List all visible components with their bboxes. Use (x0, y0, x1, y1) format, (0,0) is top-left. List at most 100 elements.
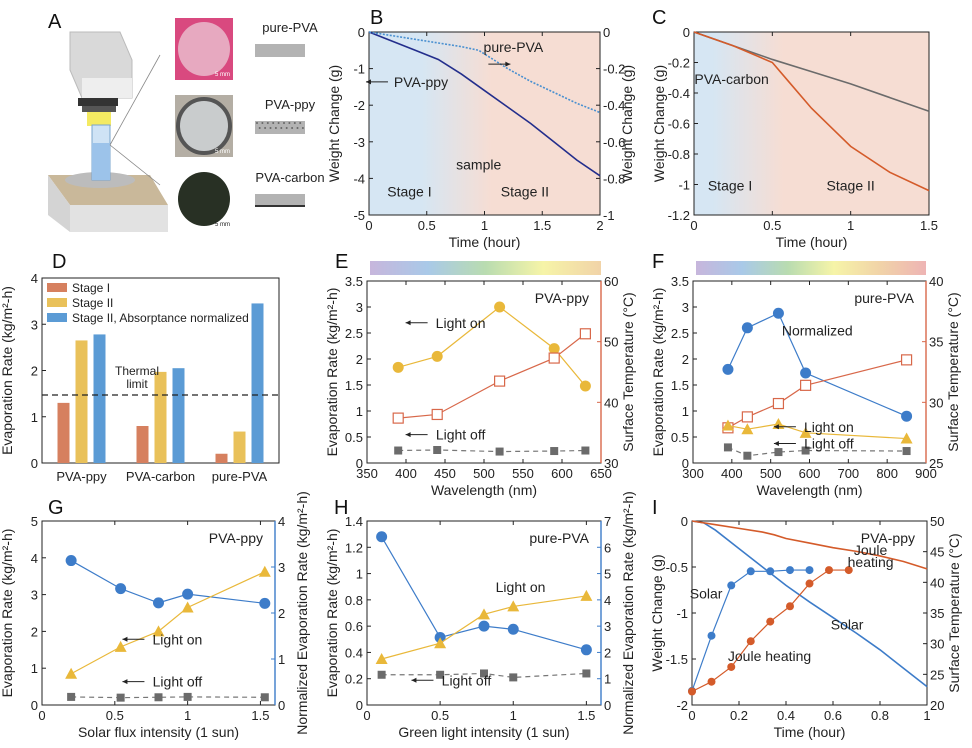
data-point (844, 566, 853, 575)
y-tick-label: 3.5 (671, 274, 689, 289)
y2-tick-label: 35 (930, 606, 944, 621)
arrow-head-icon (773, 424, 779, 430)
y-tick-label: 0 (681, 514, 688, 529)
data-point (509, 673, 518, 682)
y-tick-label: 1.5 (345, 378, 363, 393)
y-tick-label: -0.4 (668, 86, 690, 101)
x-tick-label: 450 (434, 466, 456, 481)
bar-stage-i (215, 453, 228, 463)
ppy-particle (293, 122, 296, 124)
bar-stage-ii-absorptance-normalized (172, 368, 185, 463)
y-tick-label: -0.6 (668, 117, 690, 132)
panel-h: H 0 0.5 1 1.5 0 0.2 0.4 0.6 0.8 1 1.2 1.4 0 1 2 3 4 5 6 7 Gre… (324, 491, 636, 740)
data-point (434, 637, 447, 649)
y-axis-label: Evaporation Rate (kg/m²-h) (0, 529, 15, 698)
annotation-label: Light on (153, 631, 203, 647)
x-tick-label: 400 (721, 466, 743, 481)
data-point (902, 447, 911, 456)
x-tick-label: 1.5 (533, 218, 551, 233)
y-tick-label: 3 (31, 588, 38, 603)
sample-disk (178, 22, 230, 76)
arrow-head-icon (405, 432, 411, 438)
annotation-label: Light on (436, 315, 486, 331)
y2-tick-label: 60 (604, 274, 618, 289)
y2-tick-label: 2 (604, 645, 611, 660)
data-point (901, 410, 913, 422)
data-point (431, 408, 443, 421)
data-point (260, 693, 269, 702)
plot-frame (368, 31, 601, 216)
y2-tick-label: 6 (604, 540, 611, 555)
y-tick-label: 0.6 (345, 619, 363, 634)
y2-tick-label: 0 (278, 698, 285, 713)
y-tick-label: 5 (31, 514, 38, 529)
x-tick-label: 900 (915, 466, 937, 481)
x-tick-label: 1 (847, 218, 854, 233)
x-axis-label: Green light intensity (1 sun) (398, 724, 569, 740)
y-tick-label: 0 (358, 25, 365, 40)
lamp-lens-ring (82, 106, 116, 112)
y-tick-label: 1.2 (345, 540, 363, 555)
data-point (394, 446, 403, 455)
y2-tick-label: 30 (604, 456, 618, 471)
y-tick-label: 3 (682, 300, 689, 315)
ppy-particle (272, 122, 275, 124)
data-point (507, 623, 519, 635)
data-point (65, 667, 78, 679)
sample-pva-ppy: 5 mm PVA-ppy (175, 95, 316, 157)
sample-label: PVA-ppy (535, 290, 589, 306)
cuvette-illustration (91, 124, 111, 181)
data-point (746, 567, 755, 576)
data-point (115, 583, 127, 595)
panel-letter-e: E (335, 251, 348, 273)
annotation-label: Normalized (782, 323, 853, 339)
sample-label: PVA-ppy (861, 530, 915, 546)
sample-disk (178, 172, 230, 226)
zoom-line-bottom (109, 144, 161, 186)
x-tick-label: 0 (690, 218, 697, 233)
plot-frame (693, 31, 930, 216)
y2-axis-label: Normalized Evaporation Rate (kg/m²-h) (294, 491, 310, 735)
y2-tick-label: 50 (930, 514, 944, 529)
panel-a: A 5 mm pure-PVA 5 mm PVA-ppy 5 mm PVA-carbon (48, 11, 325, 232)
y2-tick-label: -1 (603, 208, 615, 223)
ppy-particle (269, 127, 272, 129)
y2-tick-label: 0 (604, 698, 611, 713)
y-tick-label: -1 (678, 178, 690, 193)
y-tick-label: -2 (353, 98, 365, 113)
series-line-light-on (70, 571, 266, 675)
y-tick-label: 1 (356, 404, 363, 419)
arrow-head-icon (122, 636, 128, 642)
data-point (805, 566, 814, 575)
y2-tick-label: 5 (604, 567, 611, 582)
x-tick-label: 0.5 (418, 218, 436, 233)
y2-tick-label: 45 (930, 545, 944, 560)
x-tick-label: 0 (365, 218, 372, 233)
data-point (581, 446, 590, 455)
spectrum-bar (370, 261, 601, 275)
panel-letter-f: F (652, 251, 664, 273)
data-point (550, 447, 559, 456)
x-tick-label: 0.8 (871, 708, 889, 723)
ppy-particle (285, 127, 288, 129)
y2-tick-label: 30 (929, 395, 943, 410)
y-tick-label: 0 (356, 456, 363, 471)
x-tick-label: 1 (510, 708, 517, 723)
data-point (494, 375, 506, 387)
data-point (259, 597, 271, 609)
bar-stage-i (136, 426, 149, 463)
data-point (183, 692, 192, 701)
y-tick-label: -0.8 (668, 147, 690, 162)
x-axis-label: Time (hour) (776, 234, 848, 250)
data-point (766, 617, 775, 626)
sample-name: PVA-ppy (265, 97, 316, 112)
annotation-label: heating (848, 554, 894, 570)
x-tick-label: 0.6 (824, 708, 842, 723)
y-tick-label: 2.5 (345, 326, 363, 341)
spectrum-bar (696, 261, 926, 275)
x-tick-label: 500 (473, 466, 495, 481)
panel-f: F 300 400 500 600 700 800 900 0 0.5 1 1.5 2 2.5 3 3.5 25… (650, 251, 961, 498)
sample-label: pure-PVA (854, 290, 914, 306)
data-point (741, 423, 754, 435)
y2-tick-label: 30 (930, 637, 944, 652)
